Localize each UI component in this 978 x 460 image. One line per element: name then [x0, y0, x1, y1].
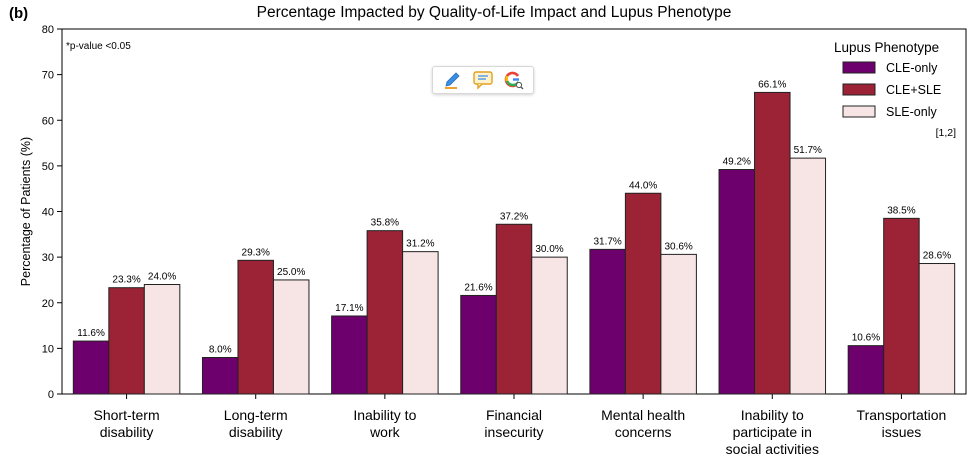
bar-value-label: 11.6% [77, 328, 105, 339]
x-tick-label: disability [100, 424, 154, 440]
bar-cle-sle [883, 217, 920, 395]
x-tick-label: participate in [733, 424, 812, 440]
bar-cle-sle [495, 223, 533, 395]
bar-cle-sle [237, 259, 274, 395]
y-tick-label: 40 [42, 207, 54, 219]
y-tick-label: 0 [48, 389, 54, 401]
y-tick-label: 50 [42, 161, 54, 173]
pencil-icon[interactable] [439, 68, 465, 92]
y-tick-label: 60 [42, 115, 54, 127]
x-tick-label: social activities [726, 441, 819, 457]
reference-note: [1,2] [936, 127, 957, 139]
bar-value-label: 29.3% [242, 247, 270, 258]
bar-cle-only [460, 294, 497, 395]
p-value-note: *p-value <0.05 [66, 41, 131, 52]
bar-cle-only [589, 248, 626, 395]
bar-cle-only [847, 345, 885, 395]
bar-value-label: 51.7% [794, 145, 822, 156]
x-tick-label: concerns [615, 424, 672, 440]
bar-value-label: 31.2% [406, 239, 434, 250]
x-tick-label: Financial [486, 407, 542, 423]
bar-sle-only [660, 253, 697, 395]
x-tick-label: Transportation [857, 407, 947, 423]
bar-value-label: 37.2% [500, 211, 528, 222]
bar-value-label: 25.0% [277, 267, 305, 278]
legend-label: CLE-only [886, 61, 938, 75]
comment-icon[interactable] [470, 68, 496, 92]
bar-cle-only [201, 357, 239, 395]
bar-value-label: 31.7% [593, 236, 621, 247]
bar-value-label: 28.6% [923, 251, 951, 262]
x-tick-label: Inability to [353, 407, 416, 423]
y-tick-label: 20 [42, 298, 54, 310]
x-tick-label: disability [229, 424, 283, 440]
bar-sle-only [143, 284, 181, 395]
x-tick-label: insecurity [484, 424, 543, 440]
bar-sle-only [918, 263, 956, 395]
x-tick-label: work [369, 424, 401, 440]
y-tick-label: 70 [42, 70, 54, 82]
bar-value-label: 44.0% [629, 180, 657, 191]
bar-value-label: 17.1% [335, 303, 363, 314]
bar-value-label: 8.0% [209, 345, 232, 356]
bar-cle-only [72, 340, 110, 395]
bar-value-label: 30.6% [664, 241, 692, 252]
panel-label: (b) [9, 5, 28, 22]
legend-title: Lupus Phenotype [834, 40, 939, 55]
bar-value-label: 23.3% [112, 275, 140, 286]
x-tick-label: Inability to [741, 407, 804, 423]
google-search-icon[interactable] [501, 68, 527, 92]
x-tick-label: issues [882, 424, 922, 440]
bar-value-label: 30.0% [535, 244, 563, 255]
bar-sle-only [789, 157, 827, 395]
legend-label: CLE+SLE [886, 83, 941, 97]
floating-toolbar [432, 66, 534, 94]
bar-cle-sle [108, 287, 145, 395]
bar-sle-only [531, 256, 568, 395]
bar-value-label: 10.6% [852, 333, 880, 344]
y-axis-label: Percentage of Patients (%) [19, 137, 33, 286]
bar-value-label: 21.6% [464, 282, 492, 293]
bar-cle-only [331, 315, 368, 395]
bar-cle-sle [366, 230, 404, 395]
legend-swatch [842, 61, 876, 74]
y-tick-label: 80 [42, 24, 54, 36]
bar-cle-sle [624, 192, 662, 395]
bar-value-label: 49.2% [723, 157, 751, 168]
bar-sle-only [402, 251, 439, 395]
bar-cle-sle [754, 91, 791, 395]
bar-value-label: 24.0% [148, 272, 176, 283]
chart-title: Percentage Impacted by Quality-of-Life I… [257, 4, 732, 21]
bar-value-label: 35.8% [371, 218, 399, 229]
legend-swatch [842, 105, 876, 118]
bar-cle-only [718, 169, 756, 395]
x-tick-label: Mental health [601, 407, 685, 423]
x-tick-label: Long-term [224, 407, 288, 423]
legend-label: SLE-only [886, 105, 937, 119]
y-tick-label: 30 [42, 252, 54, 264]
bar-value-label: 66.1% [758, 79, 786, 90]
x-tick-label: Short-term [94, 407, 160, 423]
bar-sle-only [272, 279, 310, 395]
bar-value-label: 38.5% [887, 205, 915, 216]
y-tick-label: 10 [42, 343, 54, 355]
legend-swatch [842, 83, 876, 96]
